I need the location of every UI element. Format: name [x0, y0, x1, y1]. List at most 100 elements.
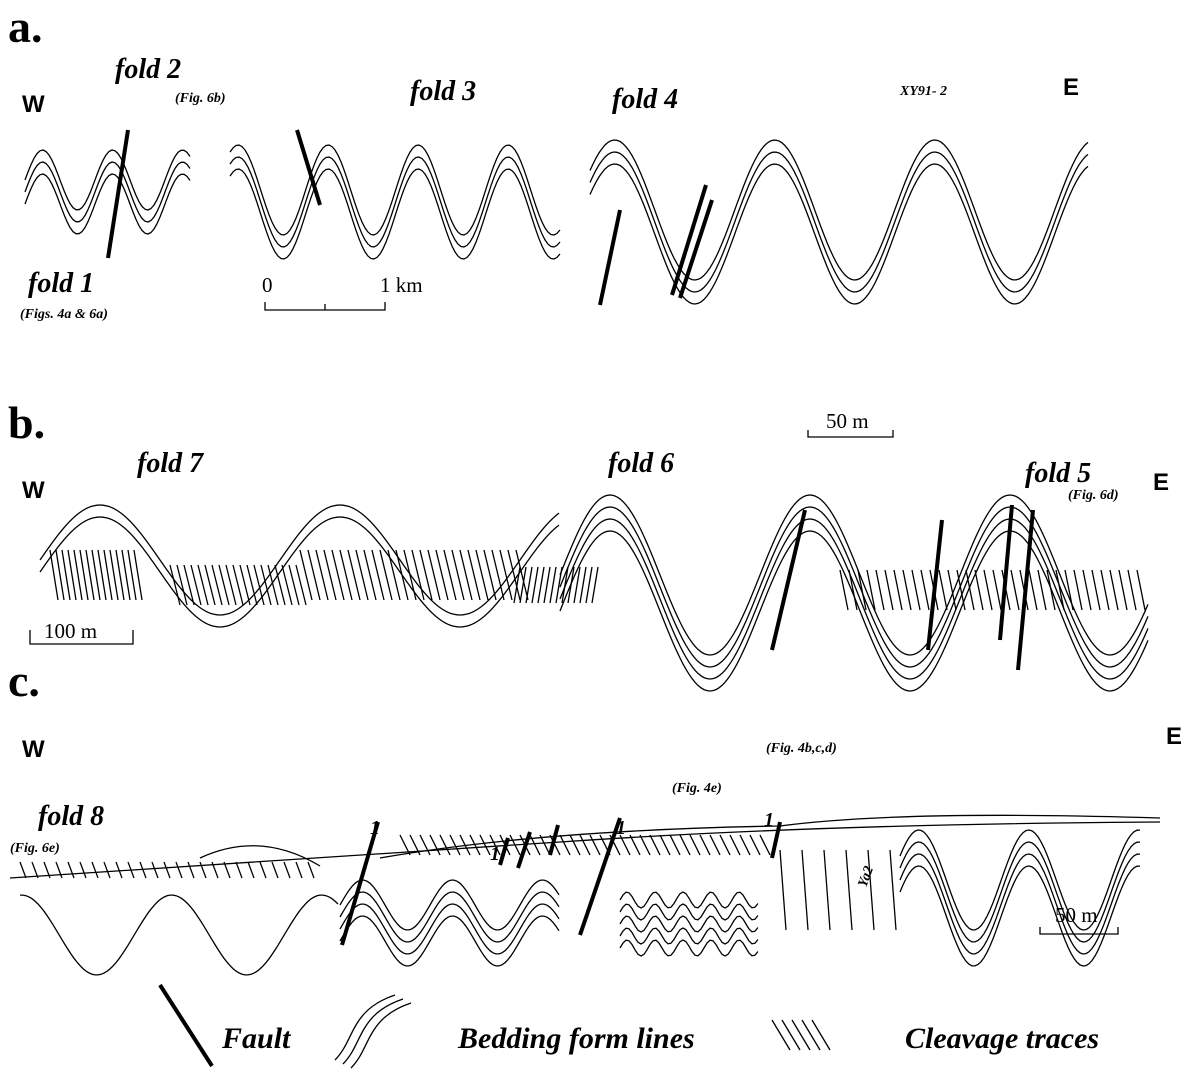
cleavage-trace — [1092, 570, 1100, 610]
cleavage-trace — [236, 862, 242, 878]
cleavage-trace — [200, 862, 206, 878]
legend-label: Cleavage traces — [905, 1022, 1099, 1055]
figure: a. W fold 2 (Fig. 6b) fold 3 fold 4 XY91… — [0, 0, 1181, 1071]
cleavage-trace — [176, 862, 182, 878]
cleavage-trace — [680, 835, 690, 855]
cleavage-trace — [650, 835, 660, 855]
cleavage-trace — [876, 570, 884, 610]
cleavage-trace — [912, 570, 920, 610]
cleavage-trace — [660, 835, 670, 855]
cleavage-trace — [1029, 570, 1037, 610]
cleavage-trace — [248, 862, 254, 878]
cleavage-trace — [710, 835, 720, 855]
bedding-line — [620, 916, 758, 932]
cleavage-trace — [550, 567, 556, 603]
legend-label: Fault — [221, 1022, 292, 1055]
bedding-line — [620, 940, 758, 956]
bedding-line — [25, 162, 190, 222]
bedding-line — [560, 495, 1148, 655]
cleavage-trace — [272, 862, 278, 878]
west-label: W — [22, 736, 45, 763]
cleavage-trace — [308, 862, 314, 878]
cleavage-trace — [802, 850, 808, 930]
bedding-line — [590, 164, 1088, 304]
cleavage-trace — [296, 862, 302, 878]
cleavage-trace — [640, 835, 650, 855]
cleavage-trace — [574, 567, 580, 603]
bedding-line — [340, 904, 559, 954]
cleavage-trace — [1101, 570, 1109, 610]
bedding-line — [900, 866, 1140, 966]
cleavage-trace — [164, 862, 170, 878]
cleavage-trace — [700, 835, 710, 855]
figure-ref: (Fig. 6d) — [1068, 488, 1119, 503]
cleavage-trace — [526, 567, 532, 603]
sample-label: Ya2 — [856, 864, 877, 889]
legend-fault-icon — [160, 985, 212, 1066]
cleavage-trace — [890, 850, 896, 930]
cleavage-trace — [116, 862, 122, 878]
cleavage-trace — [1128, 570, 1136, 610]
fault — [772, 510, 805, 650]
cleavage-trace — [894, 570, 902, 610]
fold-label: fold 6 — [608, 448, 674, 479]
figure-ref: (Fig. 4e) — [672, 781, 722, 796]
cleavage-trace — [740, 835, 750, 855]
fault-label: 1 — [616, 817, 626, 839]
fold-label: fold 7 — [137, 448, 204, 479]
fault — [108, 130, 128, 258]
east-label: E — [1063, 74, 1079, 101]
cleavage-trace — [720, 835, 730, 855]
scale-label: 50 m — [1055, 903, 1098, 927]
cleavage-trace — [420, 835, 430, 855]
cleavage-trace — [560, 835, 570, 855]
panel-label: b. — [8, 397, 45, 448]
fault — [1018, 510, 1033, 670]
cleavage-trace — [532, 567, 538, 603]
figure-ref: (Figs. 4a & 6a) — [20, 307, 108, 322]
bedding-line — [560, 531, 1148, 691]
cleavage-trace — [885, 570, 893, 610]
west-label: W — [22, 91, 45, 118]
scale-label: 50 m — [826, 409, 869, 433]
cleavage-trace — [188, 862, 194, 878]
fault — [550, 825, 558, 855]
cleavage-trace — [846, 850, 852, 930]
cleavage-trace — [284, 862, 290, 878]
cleavage-trace — [480, 835, 490, 855]
cleavage-trace — [56, 862, 62, 878]
cleavage-trace — [440, 835, 450, 855]
cleavage-trace — [586, 567, 592, 603]
cleavage-trace — [1074, 570, 1082, 610]
cleavage-trace — [948, 570, 956, 610]
bedding-line — [620, 928, 758, 944]
figure-ref: (Fig. 4b,c,d) — [766, 741, 837, 756]
fold-label: fold 8 — [38, 801, 104, 832]
cleavage-trace — [939, 570, 947, 610]
cleavage-trace — [20, 862, 26, 878]
cleavage-trace — [975, 570, 983, 610]
cleavage-trace — [690, 835, 700, 855]
cleavage-trace — [630, 835, 640, 855]
cleavage-trace — [580, 835, 590, 855]
bedding-line — [620, 904, 758, 920]
cleavage-trace — [1119, 570, 1127, 610]
legend-label: Bedding form lines — [457, 1022, 695, 1055]
cleavage-trace — [1083, 570, 1091, 610]
scale-label: 1 km — [380, 273, 423, 297]
cleavage-trace — [570, 835, 580, 855]
cleavage-trace — [840, 570, 848, 610]
panel-label: c. — [8, 655, 40, 706]
cleavage-trace — [32, 862, 38, 878]
cleavage-trace — [984, 570, 992, 610]
cleavage-trace — [966, 570, 974, 610]
cleavage-trace — [538, 567, 544, 603]
bedding-line — [620, 892, 758, 908]
cleavage-trace — [104, 862, 110, 878]
fold-label: fold 5 — [1025, 458, 1091, 489]
cleavage-trace — [592, 567, 598, 603]
fold-label: fold 3 — [410, 76, 476, 107]
cleavage-trace — [580, 567, 586, 603]
bedding-line — [590, 152, 1088, 292]
east-label: E — [1153, 469, 1169, 496]
